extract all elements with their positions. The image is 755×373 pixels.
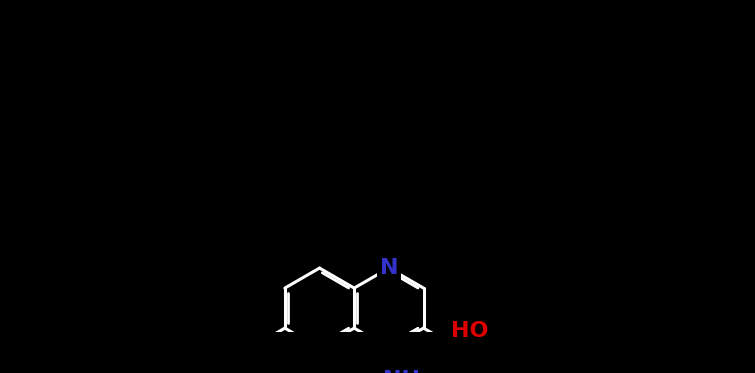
Text: NH₂: NH₂: [383, 370, 430, 373]
Text: HO: HO: [451, 320, 488, 341]
Text: N: N: [380, 258, 398, 278]
